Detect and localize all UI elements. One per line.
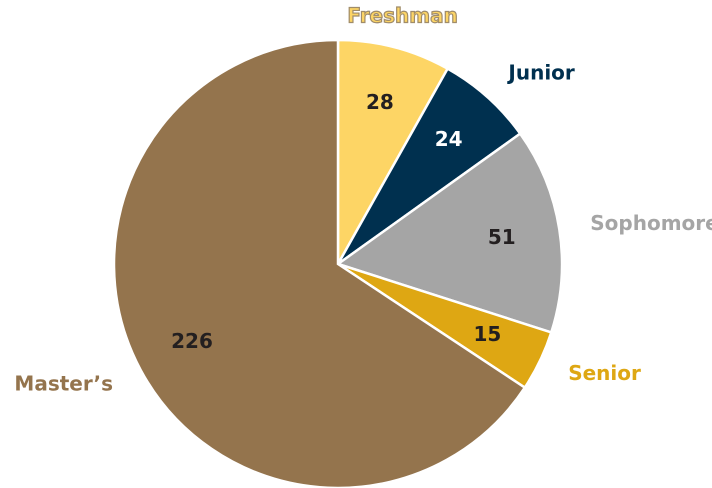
pie-slice (112, 38, 527, 488)
value-label: 226 (171, 329, 213, 353)
value-label: 15 (474, 322, 502, 346)
value-label: 51 (488, 225, 516, 249)
value-label: 28 (366, 90, 394, 114)
category-label: Sophomore (590, 211, 712, 235)
category-label: Master’s (14, 371, 113, 395)
pie-slice (335, 131, 564, 335)
pie-slice (336, 38, 450, 269)
category-label: Senior (568, 361, 641, 385)
category-label: Freshman (347, 3, 458, 27)
category-label: Junior (506, 60, 575, 84)
value-label: 24 (435, 127, 463, 151)
